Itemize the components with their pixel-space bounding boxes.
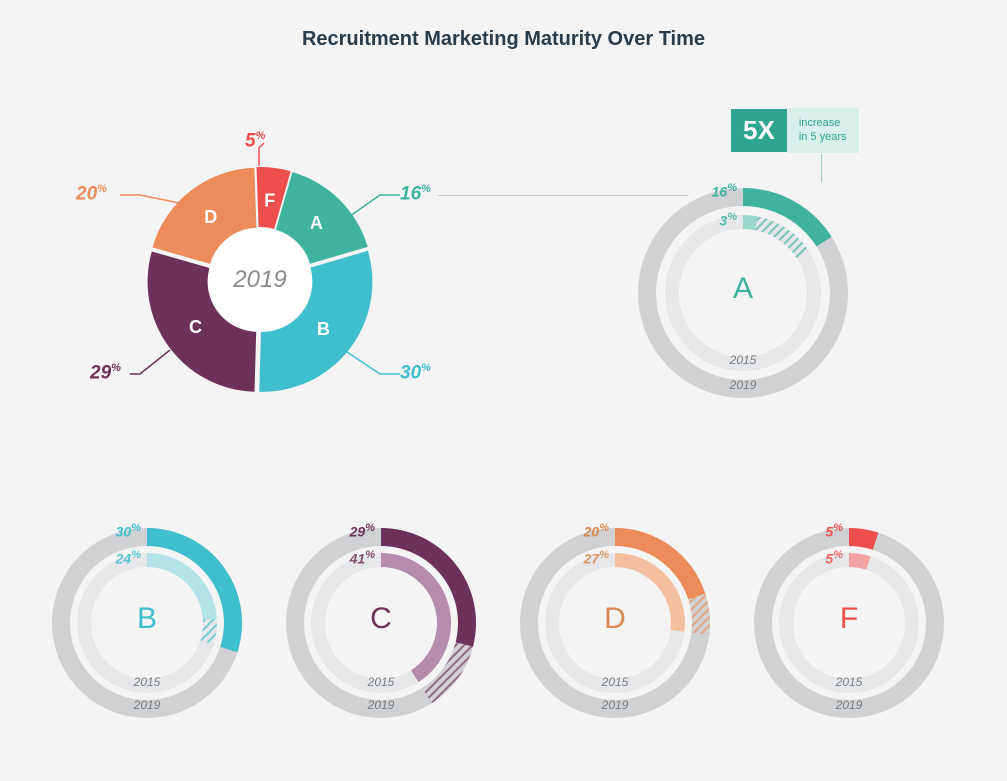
ring-A-year-inner: 2015 <box>730 353 757 367</box>
ring-D-pct-outer: 20% <box>584 522 609 540</box>
highlight-big: 5X <box>731 109 787 152</box>
donut-leader-A <box>350 195 400 216</box>
ring-A: A 2015 2019 16% 3% <box>628 178 858 408</box>
ring-A-letter: A <box>733 272 753 306</box>
ring-B: B 2015 2019 30% 24% <box>42 518 252 728</box>
ring-F-pct-inner: 5% <box>825 549 843 567</box>
ring-D-letter: D <box>604 602 626 636</box>
ring-B-pct-outer: 30% <box>116 522 141 540</box>
donut-callout-C: 29% <box>90 362 121 384</box>
donut-slice-letter-D: D <box>204 207 217 227</box>
donut-slice-letter-A: A <box>310 213 323 233</box>
ring-F: F 2015 2019 5% 5% <box>744 518 954 728</box>
ring-A-year-outer: 2019 <box>730 378 757 392</box>
donut-slice-letter-B: B <box>317 319 330 339</box>
ring-B-letter: B <box>137 602 157 636</box>
ring-D-delta-hatch <box>688 594 710 635</box>
donut-callout-D: 20% <box>76 183 107 205</box>
ring-C: C 2015 2019 29% 41% <box>276 518 486 728</box>
highlight-badge: 5X increase in 5 years <box>731 108 859 153</box>
donut-leader-D <box>120 195 184 204</box>
donut-leader-C <box>130 350 170 374</box>
ring-D-year-inner: 2015 <box>602 675 629 689</box>
ring-B-delta-hatch <box>200 619 217 645</box>
donut-slice-letter-F: F <box>264 191 275 211</box>
ring-B-year-outer: 2019 <box>134 698 161 712</box>
ring-A-inner-arc <box>743 215 758 230</box>
ring-F-pct-outer: 5% <box>825 522 843 540</box>
ring-A-pct-outer: 16% <box>712 182 737 200</box>
ring-C-pct-inner: 41% <box>350 549 375 567</box>
donut-2019: A B C D F 2019 <box>150 170 370 390</box>
ring-D: D 2015 2019 20% 27% <box>510 518 720 728</box>
donut-center-year: 2019 <box>233 266 286 294</box>
ring-A-pct-inner: 3% <box>719 211 737 229</box>
page-title: Recruitment Marketing Maturity Over Time <box>0 0 1007 51</box>
ring-F-year-inner: 2015 <box>836 675 863 689</box>
donut-slice-letter-C: C <box>189 317 202 337</box>
ring-C-year-inner: 2015 <box>368 675 395 689</box>
ring-B-year-inner: 2015 <box>134 675 161 689</box>
ring-C-letter: C <box>370 602 392 636</box>
ring-C-year-outer: 2019 <box>368 698 395 712</box>
ring-B-pct-inner: 24% <box>116 549 141 567</box>
donut-callout-B: 30% <box>400 362 431 384</box>
donut-callout-A: 16% <box>400 183 431 205</box>
highlight-small: increase in 5 years <box>787 108 859 153</box>
donut-callout-F: 5% <box>245 130 265 152</box>
ring-D-year-outer: 2019 <box>602 698 629 712</box>
ring-D-pct-inner: 27% <box>584 549 609 567</box>
donut-leader-B <box>347 352 400 374</box>
ring-F-year-outer: 2019 <box>836 698 863 712</box>
ring-C-pct-outer: 29% <box>350 522 375 540</box>
ring-F-letter: F <box>840 602 858 636</box>
